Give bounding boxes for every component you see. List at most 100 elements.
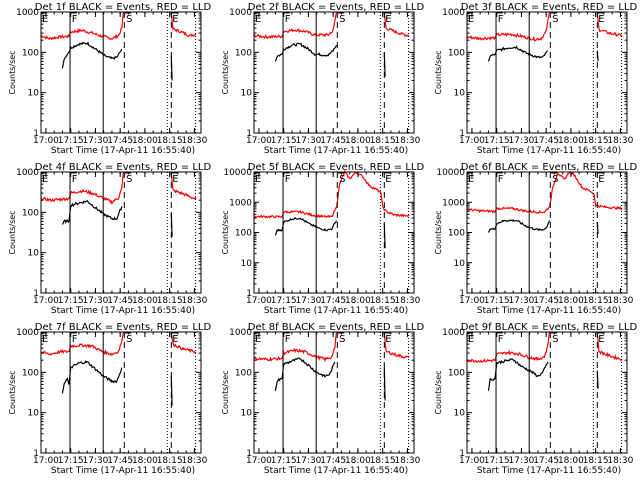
plot-frame: [40, 331, 202, 454]
x-tick-label: 17:15: [58, 296, 84, 306]
marker-label: E: [385, 334, 391, 345]
x-tick-label: 17:30: [295, 456, 321, 466]
x-tick-label: 17:30: [508, 136, 534, 146]
y-tick-label: 10: [241, 89, 253, 99]
series-line-lld: [40, 11, 125, 41]
marker-label: F: [72, 14, 78, 25]
x-tick-label: 18:00: [345, 296, 371, 306]
x-tick-label: 17:30: [508, 296, 534, 306]
series-line-lld: [40, 171, 125, 205]
marker-label: E: [598, 174, 604, 185]
series-line-events: [274, 42, 338, 62]
y-tick-label: 1000: [442, 328, 465, 338]
y-tick-label: 10000: [223, 168, 252, 178]
y-tick-label: 1: [246, 289, 252, 299]
marker-label: S: [339, 14, 345, 25]
series-line-lld: [40, 331, 125, 357]
x-tick-label: 18:30: [181, 456, 207, 466]
x-axis-label: Start Time (17-Apr-11 16:55:40): [51, 146, 195, 156]
y-tick-label: 1000: [16, 168, 39, 178]
marker-label: S: [126, 174, 132, 185]
y-tick-label: 100: [22, 48, 39, 58]
marker-label: S: [339, 334, 345, 345]
y-tick-label: 1000: [16, 8, 39, 18]
marker-label: E: [255, 334, 261, 345]
x-tick-label: 17:15: [58, 456, 84, 466]
series-line-events: [487, 358, 549, 391]
y-tick-label: 10: [28, 409, 40, 419]
panel-title: Det 2f BLACK = Events, RED = LLD: [248, 2, 425, 13]
y-axis-label: Counts/sec: [434, 210, 443, 254]
y-tick-label: 1: [33, 449, 39, 459]
series-line-lld: [253, 169, 410, 219]
x-axis-label: Start Time (17-Apr-11 16:55:40): [264, 306, 408, 316]
y-tick-label: 1: [246, 129, 252, 139]
marker-label: E: [468, 14, 474, 25]
y-tick-label: 1000: [229, 328, 252, 338]
marker-label: E: [468, 334, 474, 345]
x-tick-label: 18:00: [345, 136, 371, 146]
marker-label: E: [172, 14, 178, 25]
x-tick-label: 18:00: [558, 136, 584, 146]
marker-label: F: [285, 174, 291, 185]
series-line-lld: [253, 331, 338, 363]
y-tick-label: 1000: [442, 8, 465, 18]
series-line-events: [61, 199, 123, 225]
x-tick-label: 18:00: [345, 456, 371, 466]
marker-label: E: [172, 174, 178, 185]
x-tick-label: 18:30: [394, 296, 420, 306]
x-tick-label: 17:15: [271, 296, 297, 306]
y-tick-label: 10: [454, 89, 466, 99]
panel-title: Det 5f BLACK = Events, RED = LLD: [248, 162, 425, 173]
marker-label: F: [498, 174, 504, 185]
series-line-events: [274, 357, 336, 391]
y-tick-label: 10000: [436, 168, 465, 178]
marker-label: E: [42, 174, 48, 185]
x-tick-label: 17:45: [533, 136, 559, 146]
x-tick-label: 17:30: [82, 136, 108, 146]
x-tick-label: 17:45: [320, 136, 346, 146]
y-tick-label: 1000: [229, 8, 252, 18]
y-axis-label: Counts/sec: [221, 210, 230, 254]
series-line-events: [61, 41, 123, 69]
plot-frame: [40, 11, 202, 134]
y-tick-label: 100: [22, 368, 39, 378]
marker-label: F: [285, 334, 291, 345]
marker-label: S: [552, 174, 558, 185]
x-tick-label: 17:30: [295, 296, 321, 306]
x-tick-label: 17:30: [82, 456, 108, 466]
plot-frame: [466, 171, 628, 294]
x-tick-label: 18:30: [181, 136, 207, 146]
x-tick-label: 17:00: [33, 456, 59, 466]
x-tick-label: 18:30: [181, 296, 207, 306]
y-tick-label: 1000: [229, 198, 252, 208]
x-tick-label: 17:15: [484, 136, 510, 146]
y-tick-label: 1: [33, 129, 39, 139]
series-line-lld: [596, 11, 623, 38]
marker-label: E: [42, 334, 48, 345]
y-tick-label: 10: [454, 259, 466, 269]
series-line-lld: [253, 11, 338, 40]
series-line-lld: [170, 171, 197, 200]
panel-title: Det 1f BLACK = Events, RED = LLD: [35, 2, 212, 13]
x-tick-label: 18:30: [607, 456, 633, 466]
x-tick-label: 17:45: [320, 296, 346, 306]
panel-title: Det 4f BLACK = Events, RED = LLD: [35, 162, 212, 173]
y-axis-label: Counts/sec: [434, 370, 443, 414]
x-tick-label: 18:15: [583, 296, 609, 306]
marker-label: E: [598, 334, 604, 345]
panel-title: Det 3f BLACK = Events, RED = LLD: [461, 2, 638, 13]
marker-label: S: [339, 174, 345, 185]
y-tick-label: 100: [448, 48, 465, 58]
series-line-events: [487, 218, 551, 233]
y-tick-label: 10: [241, 409, 253, 419]
x-tick-label: 17:15: [484, 296, 510, 306]
x-tick-label: 18:15: [157, 136, 183, 146]
x-tick-label: 18:30: [394, 456, 420, 466]
